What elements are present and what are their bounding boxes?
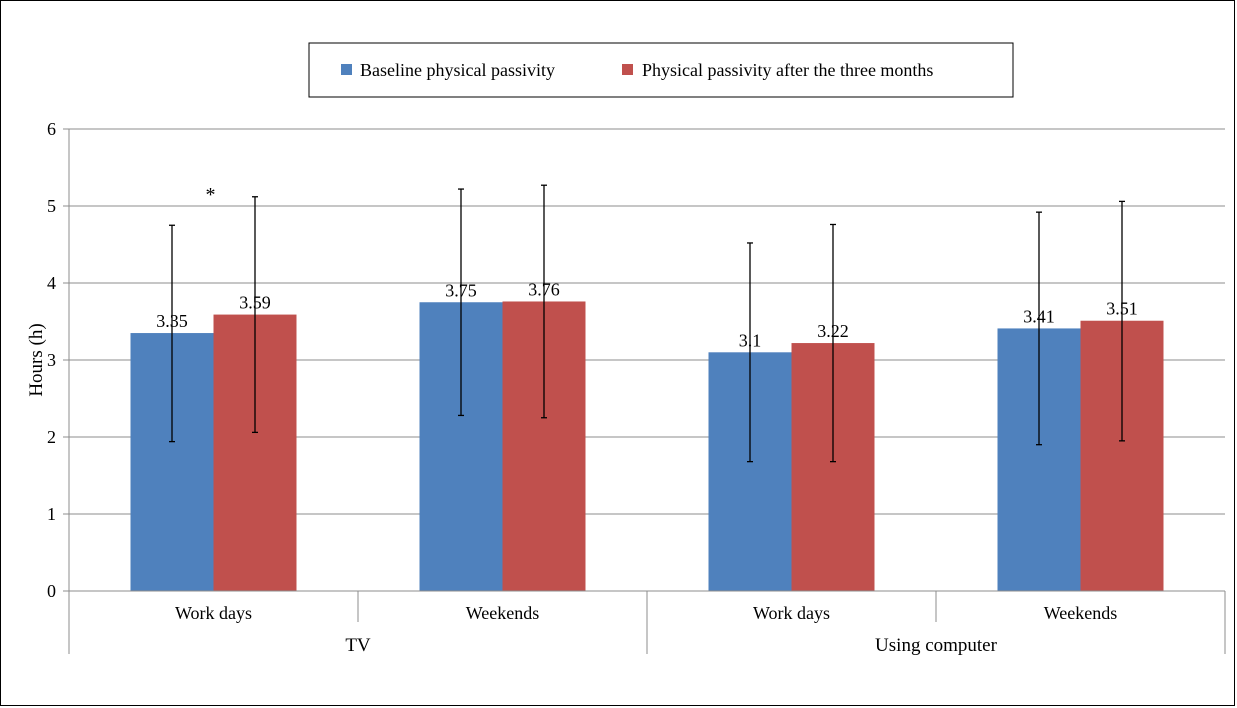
data-label: 3.1: [739, 330, 762, 350]
legend: Baseline physical passivity Physical pas…: [308, 42, 1014, 98]
y-tick-label: 3: [47, 350, 56, 370]
data-label: 3.35: [156, 311, 188, 331]
y-tick-label: 5: [47, 196, 56, 216]
y-tick-label: 0: [47, 581, 56, 601]
axes: 0 1 2 3 4 5 6 Work days Weekends Work days Weekend…: [47, 119, 1226, 656]
legend-label-baseline: Baseline physical passivity: [360, 60, 555, 80]
legend-label-after: Physical passivity after the three month…: [642, 60, 933, 80]
data-labels: 3.35 3.59 3.75 3.76 3.1 3.22 3.41 3.51 *: [156, 184, 1138, 350]
legend-swatch-baseline: [341, 64, 352, 75]
x-category-label: Weekends: [466, 603, 540, 623]
x-category-label: Work days: [175, 603, 252, 623]
x-category-label: Weekends: [1044, 603, 1118, 623]
bars: [130, 301, 1164, 591]
data-label: 3.22: [817, 321, 849, 341]
y-tick-label: 6: [47, 119, 56, 139]
data-label: 3.76: [528, 279, 560, 299]
data-label: 3.59: [239, 293, 271, 313]
significance-marker: *: [206, 184, 216, 206]
y-tick-label: 1: [47, 504, 56, 524]
legend-box: [308, 42, 1014, 98]
data-label: 3.51: [1106, 299, 1138, 319]
y-axis-title: Hours (h): [26, 323, 47, 396]
error-bars: [169, 184, 1125, 463]
x-category-label: Work days: [753, 603, 830, 623]
data-label: 3.41: [1023, 306, 1055, 326]
x-group-label: TV: [345, 635, 371, 656]
y-tick-label: 4: [47, 273, 56, 293]
data-label: 3.75: [445, 280, 477, 300]
y-tick-label: 2: [47, 427, 56, 447]
x-group-label: Using computer: [875, 635, 998, 656]
legend-swatch-after: [622, 64, 633, 75]
